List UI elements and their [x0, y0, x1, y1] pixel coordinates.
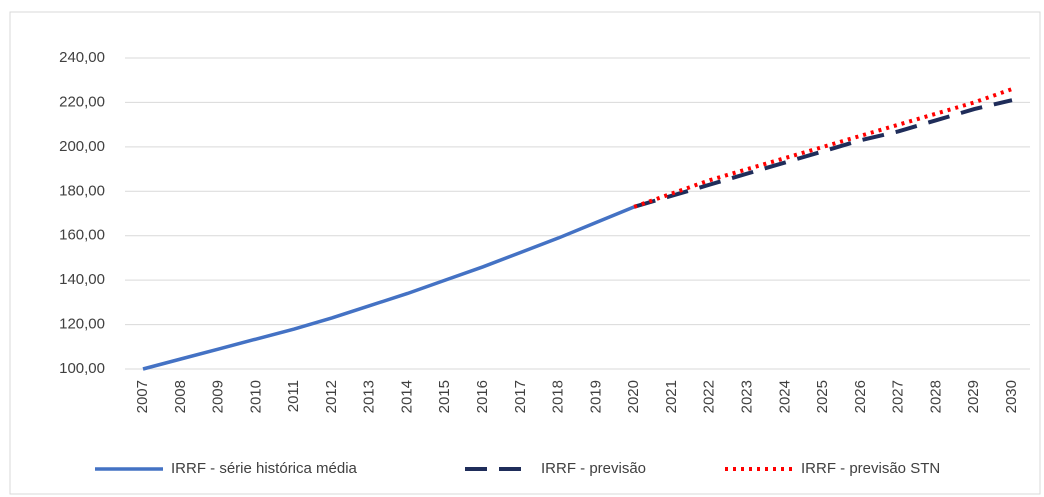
x-tick-label: 2019: [587, 380, 604, 413]
x-tick-label: 2027: [890, 380, 907, 413]
y-tick-label: 140,00: [59, 271, 105, 288]
x-tick-label: 2028: [927, 380, 944, 413]
y-tick-label: 200,00: [59, 138, 105, 155]
x-tick-label: 2021: [663, 380, 680, 413]
series-line: [633, 98, 1013, 209]
chart-frame: [9, 11, 1041, 495]
x-tick-label: 2008: [172, 380, 189, 413]
legend-label: IRRF - série histórica média: [171, 460, 358, 477]
legend-label: IRRF - previsão: [541, 460, 646, 477]
y-tick-label: 100,00: [59, 360, 105, 377]
x-tick-label: 2026: [852, 380, 869, 413]
x-tick-label: 2029: [965, 380, 982, 413]
series-line: [142, 205, 635, 371]
y-tick-label: 120,00: [59, 316, 105, 333]
x-tick-label: 2025: [814, 380, 831, 413]
x-tick-label: 2023: [738, 380, 755, 413]
y-tick-label: 160,00: [59, 227, 105, 244]
x-tick-label: 2016: [474, 380, 491, 413]
x-tick-label: 2015: [436, 380, 453, 413]
x-tick-label: 2020: [625, 380, 642, 413]
legend-label: IRRF - previsão STN: [801, 460, 940, 477]
x-tick-label: 2009: [210, 380, 227, 413]
x-tick-label: 2011: [285, 380, 302, 412]
x-tick-label: 2022: [701, 380, 718, 413]
x-tick-label: 2030: [1003, 380, 1020, 413]
x-tick-label: 2012: [323, 380, 340, 413]
x-tick-label: 2017: [512, 380, 529, 413]
y-tick-label: 240,00: [59, 49, 105, 66]
x-tick-label: 2014: [398, 380, 415, 413]
y-tick-label: 220,00: [59, 93, 105, 110]
x-tick-label: 2010: [247, 380, 264, 413]
series-line: [633, 87, 1013, 209]
x-tick-label: 2018: [550, 380, 567, 413]
x-tick-label: 2013: [361, 380, 378, 413]
x-tick-label: 2007: [134, 380, 151, 413]
x-tick-label: 2024: [776, 380, 793, 413]
y-tick-label: 180,00: [59, 182, 105, 199]
